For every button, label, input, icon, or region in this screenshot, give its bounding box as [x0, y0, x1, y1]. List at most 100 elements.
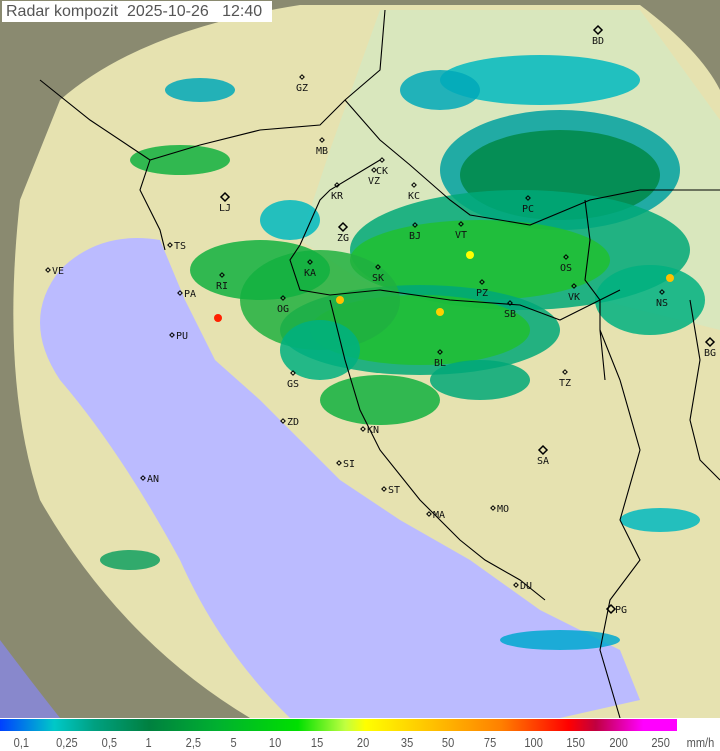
city-label: CK [376, 166, 388, 177]
city-marker-icon [659, 289, 665, 295]
city-pc: PC [522, 195, 534, 215]
city-ck: CK [376, 157, 388, 177]
city-marker-icon [571, 283, 577, 289]
tyrrhenian-corner [0, 640, 60, 718]
city-marker-icon [490, 505, 496, 511]
legend-label: 0,25 [56, 735, 78, 750]
city-marker-icon [411, 182, 417, 188]
city-marker-icon [426, 511, 432, 517]
legend-labels: 0,1 0,25 0,5 1 2,5 5 10 15 20 35 50 75 100 150 200 250 m… [0, 733, 720, 751]
city-vk: VK [568, 283, 580, 303]
city-marker-icon [537, 444, 549, 456]
legend-label: 2,5 [185, 735, 202, 750]
precipitation-area [500, 630, 620, 650]
city-marker-icon [605, 603, 617, 615]
city-label: SK [372, 273, 384, 284]
city-sb: SB [504, 300, 516, 320]
city-label: TS [174, 241, 186, 252]
city-og: OG [277, 295, 289, 315]
city-label: GZ [296, 83, 308, 94]
borders [39, 9, 720, 718]
city-sk: SK [372, 264, 384, 284]
city-marker-icon [375, 264, 381, 270]
city-lj: LJ [219, 191, 231, 214]
legend-label: 1 [145, 735, 152, 750]
city-ns: NS [656, 289, 668, 309]
city-zg: ZG [337, 221, 349, 244]
city-pg: PG [605, 603, 627, 616]
city-bd: BD [592, 24, 604, 47]
city-kr: KR [331, 182, 344, 202]
city-label: KR [331, 191, 344, 202]
precipitation-area [260, 200, 320, 240]
city-marker-icon [704, 336, 716, 348]
city-kn: KN [360, 425, 379, 436]
precipitation-core [214, 314, 222, 322]
legend-label: 0,1 [13, 735, 30, 750]
city-mb: MB [316, 137, 328, 157]
city-label: ZD [287, 417, 299, 428]
precipitation-area [100, 550, 160, 570]
city-marker-icon [307, 259, 313, 265]
precipitation-layer [100, 55, 705, 650]
city-marker-icon [381, 486, 387, 492]
city-marker-icon [219, 191, 231, 203]
city-label: SA [537, 456, 549, 467]
precipitation-core [466, 251, 474, 259]
city-marker-icon [592, 24, 604, 36]
city-label: TZ [559, 378, 571, 389]
radar-map[interactable]: GZ MB CK KR VZ KC BJ VT PC LJ ZG TS VE PA RI KA SK OG PU PZ… [0, 0, 720, 718]
city-marker-icon [280, 295, 286, 301]
city-label: PU [176, 331, 188, 342]
city-label: RI [216, 281, 228, 292]
city-label: GS [287, 379, 299, 390]
city-marker-icon [219, 272, 225, 278]
city-markers: GZ MB CK KR VZ KC BJ VT PC LJ ZG TS VE PA RI KA SK OG PU PZ… [45, 24, 716, 616]
city-du: DU [513, 581, 532, 592]
city-label: MB [316, 146, 328, 157]
precipitation-area [280, 320, 360, 380]
city-label: ZG [337, 233, 349, 244]
city-ma: MA [426, 510, 445, 521]
legend-label: 10 [268, 735, 282, 750]
city-marker-icon [379, 157, 385, 163]
city-label: KC [408, 191, 420, 202]
city-label: MA [433, 510, 445, 521]
city-tz: TZ [559, 369, 571, 389]
city-label: BJ [409, 231, 421, 242]
precipitation-area [130, 145, 230, 175]
city-ri: RI [216, 272, 228, 292]
adriatic-sea [40, 238, 640, 718]
city-label: PG [615, 605, 627, 616]
city-marker-icon [177, 290, 183, 296]
city-ts: TS [167, 241, 186, 252]
city-bl: BL [434, 349, 446, 369]
city-marker-icon [479, 279, 485, 285]
city-label: VT [455, 230, 467, 241]
city-marker-icon [507, 300, 513, 306]
city-label: BL [434, 358, 446, 369]
city-zd: ZD [280, 417, 299, 428]
precipitation-area [595, 265, 705, 335]
city-label: PZ [476, 288, 488, 299]
city-label: VZ [368, 176, 380, 187]
city-marker-icon [412, 222, 418, 228]
city-label: LJ [219, 203, 231, 214]
precipitation-area [440, 55, 640, 105]
city-label: BD [592, 36, 604, 47]
city-label: BG [704, 348, 716, 359]
city-vt: VT [455, 221, 467, 241]
city-marker-icon [337, 221, 349, 233]
city-label: ST [388, 485, 400, 496]
precipitation-area [320, 375, 440, 425]
city-label: PA [184, 289, 196, 300]
city-marker-icon [290, 370, 296, 376]
legend-color-scale [0, 719, 677, 731]
city-st: ST [381, 485, 400, 496]
city-ka: KA [304, 259, 316, 279]
legend-label: 150 [566, 735, 585, 750]
city-vz: VZ [368, 167, 380, 187]
city-sa: SA [537, 444, 549, 467]
city-os: OS [560, 254, 572, 274]
